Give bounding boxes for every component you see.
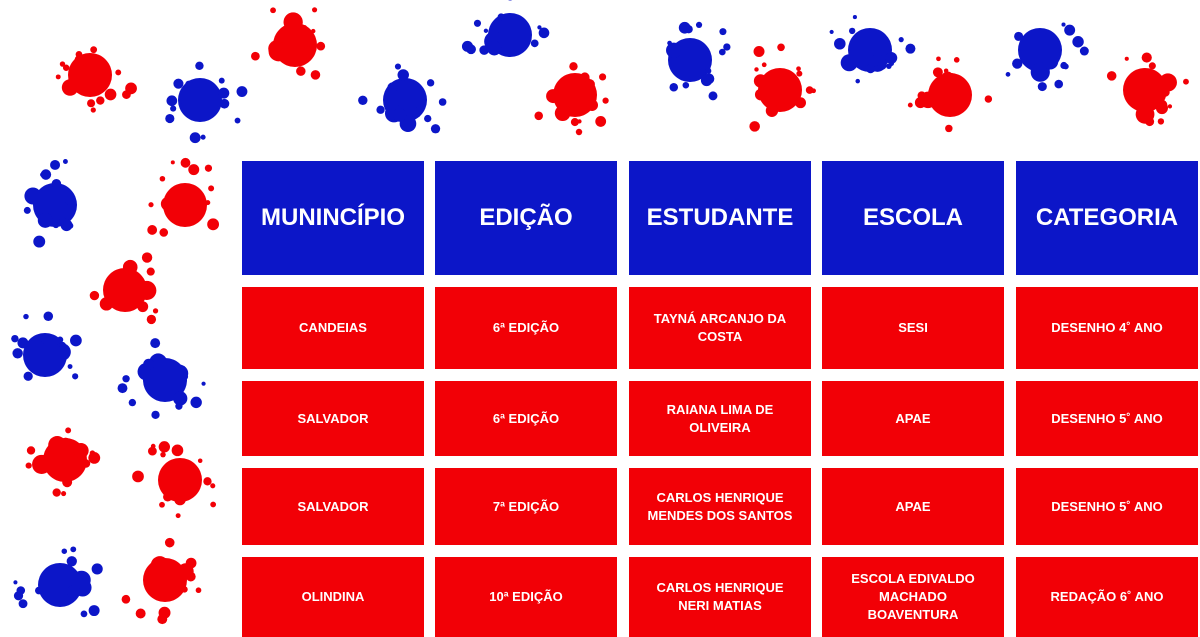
table-cell: DESENHO 4˚ ANO bbox=[1016, 287, 1198, 369]
table-cell: 6ª EDIÇÃO bbox=[435, 287, 617, 369]
paint-splat bbox=[666, 21, 731, 101]
table-cell: ESCOLA EDIVALDO MACHADO BOAVENTURA bbox=[822, 557, 1004, 637]
table-cell: CANDEIAS bbox=[242, 287, 424, 369]
table-cell: APAE bbox=[822, 381, 1004, 456]
table-cell: SESI bbox=[822, 287, 1004, 369]
table-cell: APAE bbox=[822, 468, 1004, 545]
paint-splat bbox=[25, 427, 101, 497]
paint-splat bbox=[23, 159, 77, 248]
paint-splat bbox=[1005, 22, 1089, 92]
column-header: ESTUDANTE bbox=[629, 161, 811, 275]
paint-splat bbox=[461, 0, 550, 57]
table-cell: CARLOS HENRIQUE MENDES DOS SANTOS bbox=[629, 468, 811, 545]
table-cell: 10ª EDIÇÃO bbox=[435, 557, 617, 637]
table-cell: TAYNÁ ARCANJO DA COSTA bbox=[629, 287, 811, 369]
paint-splat bbox=[147, 157, 220, 237]
table-cell: SALVADOR bbox=[242, 381, 424, 456]
paint-splat bbox=[358, 63, 447, 134]
table-cell: OLINDINA bbox=[242, 557, 424, 637]
table-cell: DESENHO 5˚ ANO bbox=[1016, 468, 1198, 545]
paint-splat bbox=[534, 62, 609, 136]
column-header: ESCOLA bbox=[822, 161, 1004, 275]
column-header: EDIÇÃO bbox=[435, 161, 617, 275]
table-cell: DESENHO 5˚ ANO bbox=[1016, 381, 1198, 456]
paint-splat bbox=[829, 15, 916, 84]
paint-splat bbox=[749, 43, 816, 132]
table-cell: SALVADOR bbox=[242, 468, 424, 545]
table-cell: 6ª EDIÇÃO bbox=[435, 381, 617, 456]
paint-splat bbox=[907, 56, 993, 133]
paint-splat bbox=[132, 441, 217, 519]
paint-splat bbox=[89, 252, 159, 325]
paint-splat bbox=[13, 546, 103, 618]
paint-splat bbox=[121, 537, 202, 625]
paint-splat bbox=[55, 46, 137, 113]
table-cell: REDAÇÃO 6˚ ANO bbox=[1016, 557, 1198, 637]
table-cell: CARLOS HENRIQUE NERI MATIAS bbox=[629, 557, 811, 637]
paint-splat bbox=[117, 338, 206, 420]
paint-splat bbox=[11, 311, 82, 381]
column-header: MUNINCÍPIO bbox=[242, 161, 424, 275]
column-header: CATEGORIA bbox=[1016, 161, 1198, 275]
paint-splat bbox=[1106, 52, 1189, 127]
paint-splat bbox=[251, 7, 326, 80]
paint-splat bbox=[165, 61, 248, 144]
table-cell: RAIANA LIMA DE OLIVEIRA bbox=[629, 381, 811, 456]
table-cell: 7ª EDIÇÃO bbox=[435, 468, 617, 545]
